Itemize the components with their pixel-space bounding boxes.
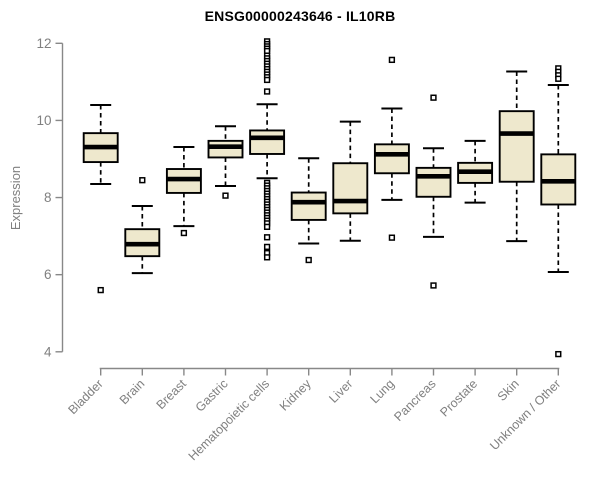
outlier-point-breast	[180, 229, 188, 237]
outlier-point-brain	[139, 177, 146, 184]
outlier-point-hematopoietic-cells	[263, 76, 271, 84]
x-tick-label-liver: Liver	[326, 377, 355, 406]
x-tick-label-hematopoietic-cells: Hematopoietic cells	[186, 377, 273, 464]
outlier-point-hematopoietic-cells	[263, 254, 271, 261]
box-kidney	[290, 191, 327, 221]
outlier-point-unknown-other	[555, 350, 562, 358]
outlier-point-pancreas	[430, 282, 437, 289]
y-tick-label: 10	[36, 113, 51, 128]
outlier-point-gastric	[222, 192, 229, 199]
outlier-point-lung	[388, 56, 396, 64]
x-tick-label-prostate: Prostate	[437, 377, 480, 420]
x-tick-label-brain: Brain	[117, 377, 148, 408]
y-tick-label: 12	[36, 36, 51, 51]
x-tick-label-unknown-other: Unknown / Other	[487, 377, 563, 453]
x-tick-label-kidney: Kidney	[277, 376, 314, 413]
box-pancreas	[415, 166, 452, 198]
x-tick-label-gastric: Gastric	[193, 377, 231, 415]
outlier-point-hematopoietic-cells	[263, 243, 271, 251]
outlier-point-kidney	[305, 256, 312, 264]
outlier-point-bladder	[97, 286, 104, 294]
y-tick-label: 6	[44, 267, 52, 282]
box-liver	[332, 162, 369, 215]
x-tick-label-lung: Lung	[367, 377, 397, 407]
y-tick-label: 8	[44, 190, 52, 205]
x-tick-label-bladder: Bladder	[65, 377, 105, 417]
y-tick-label: 4	[44, 344, 52, 359]
box-skin	[498, 110, 535, 183]
box-hematopoietic-cells	[249, 129, 286, 155]
x-tick-label-pancreas: Pancreas	[391, 377, 438, 424]
outlier-point-pancreas	[430, 94, 437, 101]
chart-title: ENSG00000243646 - IL10RB	[204, 8, 396, 24]
x-tick-label-breast: Breast	[154, 376, 190, 412]
outlier-point-hematopoietic-cells	[263, 223, 271, 231]
outlier-point-hematopoietic-cells	[263, 234, 271, 241]
outlier-point-hematopoietic-cells	[263, 88, 271, 95]
outlier-point-unknown-other	[555, 75, 562, 82]
x-tick-label-skin: Skin	[495, 377, 522, 404]
box-lung	[373, 143, 410, 175]
box-gastric	[207, 139, 244, 159]
outlier-point-lung	[388, 234, 396, 241]
